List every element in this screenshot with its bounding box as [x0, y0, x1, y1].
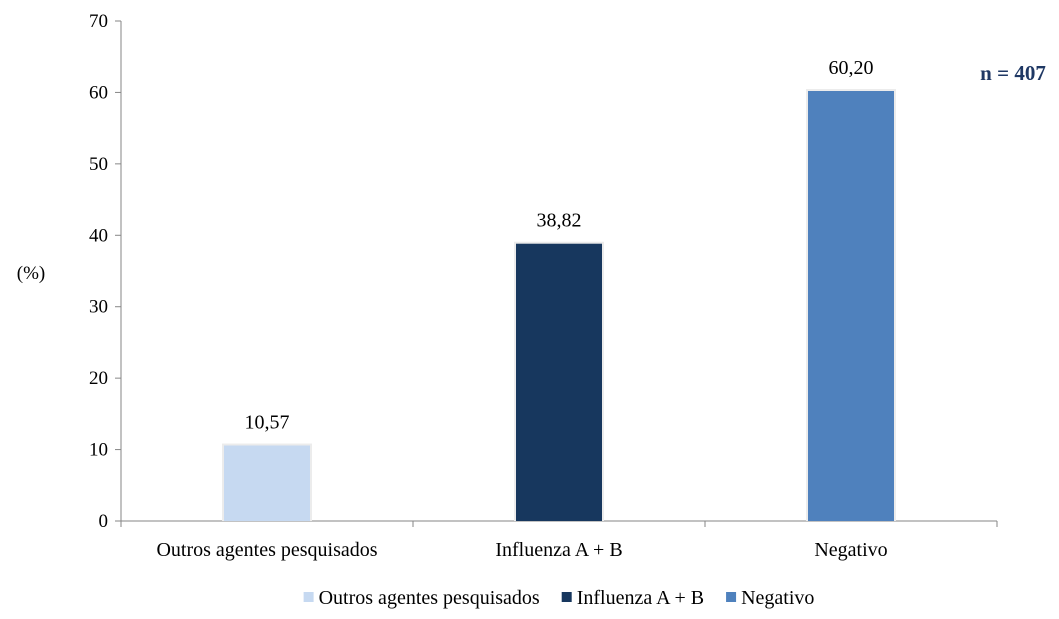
- x-tick-label: Outros agentes pesquisados: [156, 539, 377, 561]
- legend-entry: Outros agentes pesquisados: [303, 587, 540, 609]
- y-tick-label: 0: [99, 511, 109, 532]
- legend-label: Outros agentes pesquisados: [319, 587, 540, 609]
- y-tick-label: 60: [89, 82, 108, 103]
- bars: [222, 89, 896, 521]
- x-tick-label: Influenza A + B: [495, 539, 622, 561]
- legend-label: Negativo: [741, 587, 814, 609]
- data-label: 10,57: [245, 412, 290, 434]
- bar: [808, 91, 894, 521]
- y-tick-label: 70: [89, 11, 108, 32]
- legend-entry: Negativo: [726, 587, 814, 609]
- legend: Outros agentes pesquisados Influenza A + …: [303, 587, 814, 609]
- data-label: 60,20: [829, 57, 874, 79]
- bar: [516, 243, 602, 521]
- y-tick-label: 30: [89, 297, 108, 318]
- y-axis-label: (%): [17, 263, 45, 284]
- legend-swatch: [726, 592, 737, 602]
- legend-label: Influenza A + B: [577, 587, 704, 609]
- y-tick-label: 10: [89, 440, 108, 461]
- legend-entry: Influenza A + B: [561, 587, 704, 609]
- legend-swatch: [303, 592, 314, 602]
- labels: 10,57 Outros agentes pesquisados 38,82 Infl…: [156, 57, 1045, 561]
- x-tick-label: Negativo: [814, 539, 887, 561]
- bar: [224, 445, 310, 521]
- legend-swatch: [561, 592, 572, 602]
- sample-size-annotation: n = 407: [980, 61, 1046, 85]
- y-tick-label: 40: [89, 225, 108, 246]
- y-tick-label: 50: [89, 154, 108, 175]
- y-tick-label: 20: [89, 368, 108, 389]
- data-label: 38,82: [537, 210, 582, 232]
